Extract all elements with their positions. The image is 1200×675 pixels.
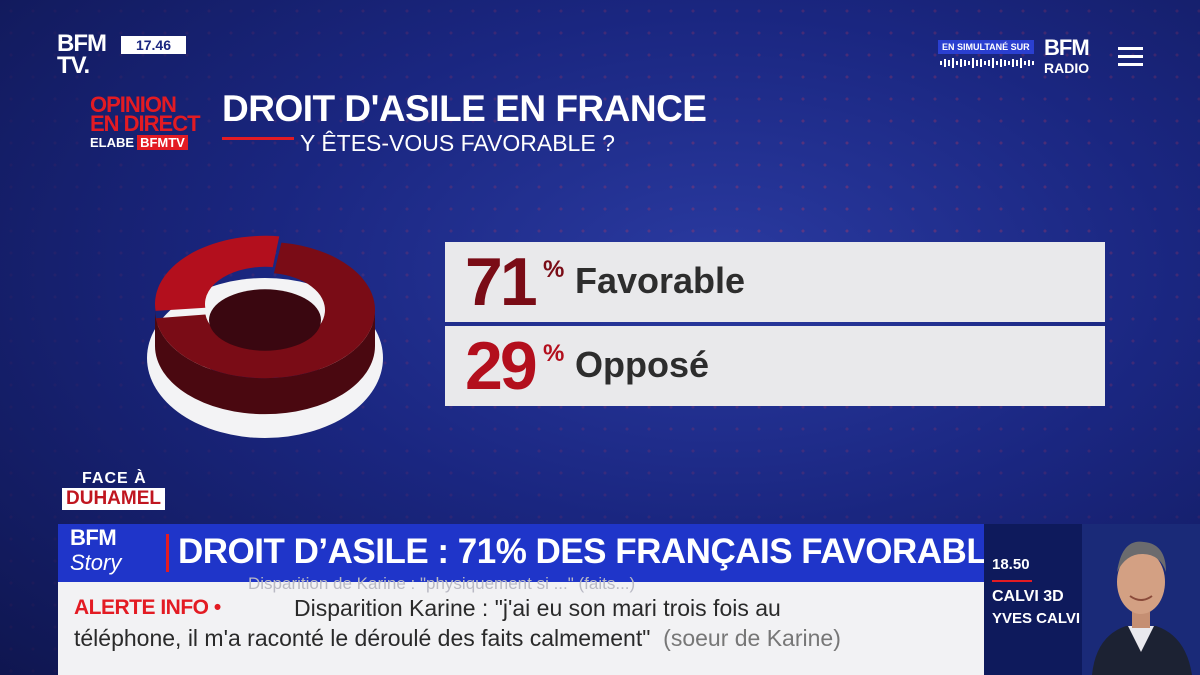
title-underline — [222, 137, 294, 140]
host-portrait-image — [1082, 524, 1200, 675]
headline-bar: BFM Story DROIT D’ASILE : 71% DES FRANÇA… — [58, 524, 1033, 582]
result-label: Favorable — [575, 260, 746, 301]
audio-wave-icon — [940, 58, 1034, 68]
headline-text: DROIT D’ASILE : 71% DES FRANÇAIS FAVORAB… — [178, 532, 1033, 571]
bfm-story-logo-line1: BFM — [70, 525, 117, 550]
program-badge: FACE À DUHAMEL — [62, 470, 176, 512]
poll-question: Y ÊTES-VOUS FAVORABLE ? — [300, 130, 615, 156]
news-ticker: Disparition de Karine : "physiquement si… — [58, 574, 984, 675]
clock: 17.46 — [121, 36, 186, 54]
ticker-previous-line: Disparition de Karine : "physiquement si… — [248, 574, 636, 593]
simulcast-label: EN SIMULTANÉ SUR — [938, 40, 1034, 54]
pollster-name: ELABE — [90, 135, 135, 151]
result-row-favorable: 71 % Favorable — [445, 242, 1105, 322]
next-show-time: 18.50 — [992, 556, 1030, 573]
results-panel: 71 % Favorable 29 % Opposé — [445, 242, 1105, 408]
donut-inner-hole — [209, 289, 321, 351]
headline-separator — [166, 534, 169, 572]
ticker-line2-text: téléphone, il m'a raconté le déroulé des… — [74, 625, 651, 651]
radio-logo-line1: BFM — [1044, 35, 1090, 60]
ticker-line2: téléphone, il m'a raconté le déroulé des… — [74, 625, 841, 652]
next-show-title: CALVI 3D — [992, 588, 1064, 605]
next-show-underline — [992, 580, 1032, 582]
channel-logo: BFM TV. — [57, 30, 107, 80]
donut-slice-favorable — [155, 242, 375, 379]
next-show-panel: 18.50 CALVI 3D YVES CALVI — [984, 524, 1200, 675]
next-show-host: YVES CALVI — [992, 610, 1081, 627]
opinion-line1: OPINION — [90, 92, 177, 117]
poll-title: DROIT D'ASILE EN FRANCE — [222, 88, 707, 129]
donut-ring-side — [155, 310, 375, 415]
bfm-story-logo-line2: Story — [70, 550, 122, 575]
channel-logo-line1: BFM — [57, 30, 107, 57]
program-line2: DUHAMEL — [62, 488, 165, 510]
opinion-line2: EN DIRECT — [90, 110, 201, 136]
percent-sign: % — [543, 340, 565, 367]
donut-slice-oppos — [155, 235, 280, 311]
hamburger-menu-icon[interactable] — [1118, 47, 1143, 71]
program-line1: FACE À — [82, 470, 147, 487]
alert-label: ALERTE INFO • — [74, 596, 221, 619]
radio-logo-line2: RADIO — [1044, 60, 1090, 76]
result-label: Opposé — [575, 344, 710, 385]
partner-name: BFMTV — [137, 135, 188, 151]
channel-logo-line2: TV. — [57, 52, 90, 80]
result-value: 29 — [465, 328, 538, 404]
donut-chart — [147, 235, 383, 438]
result-row-oppose: 29 % Opposé — [445, 326, 1105, 406]
opinion-en-direct-logo: OPINION EN DIRECT ELABE BFMTV — [90, 92, 210, 151]
result-value: 71 — [465, 244, 538, 320]
percent-sign: % — [543, 256, 565, 283]
ticker-line1: Disparition Karine : "j'ai eu son mari t… — [294, 595, 781, 621]
ticker-source: (soeur de Karine) — [663, 625, 841, 651]
